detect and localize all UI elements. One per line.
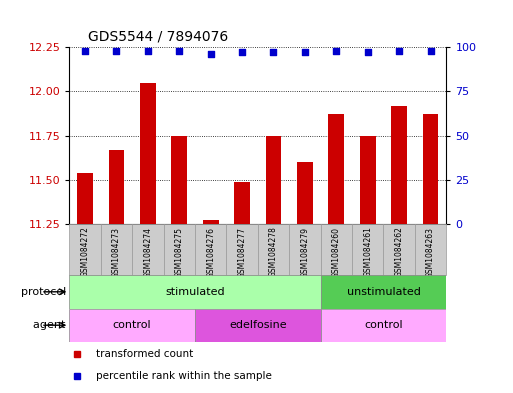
Point (144, 48, 152, 54)
Point (175, 48, 183, 54)
Text: edelfosine: edelfosine (229, 320, 287, 330)
Bar (69, 309, 195, 342)
Bar (109, 150, 124, 224)
Bar (328, 114, 344, 224)
Point (426, 48, 435, 54)
Text: unstimulated: unstimulated (346, 287, 421, 297)
Bar (258, 224, 289, 275)
Text: GSM1084273: GSM1084273 (112, 226, 121, 277)
Bar (195, 224, 226, 275)
Text: control: control (364, 320, 403, 330)
Bar (289, 224, 321, 275)
Point (364, 49, 372, 55)
Bar (101, 224, 132, 275)
Bar (164, 224, 195, 275)
Bar (77, 173, 93, 224)
Text: transformed count: transformed count (95, 349, 193, 360)
Text: GSM1084274: GSM1084274 (143, 226, 152, 277)
Text: GSM1084277: GSM1084277 (238, 226, 247, 277)
Bar (132, 224, 164, 275)
Text: GSM1084260: GSM1084260 (332, 226, 341, 277)
Point (395, 48, 403, 54)
Bar (203, 220, 219, 224)
Bar (360, 136, 376, 224)
Point (301, 49, 309, 55)
Text: protocol: protocol (21, 287, 69, 297)
Text: GDS5544 / 7894076: GDS5544 / 7894076 (88, 29, 228, 43)
Bar (321, 275, 446, 309)
Bar (297, 162, 313, 224)
Bar (423, 114, 439, 224)
Point (238, 49, 246, 55)
Point (207, 51, 215, 57)
Text: GSM1084278: GSM1084278 (269, 226, 278, 277)
Bar (321, 309, 446, 342)
Point (332, 48, 341, 54)
Bar (391, 105, 407, 224)
Bar (195, 309, 321, 342)
Text: GSM1084262: GSM1084262 (394, 226, 404, 277)
Bar (69, 275, 321, 309)
Point (81, 48, 89, 54)
Bar (171, 136, 187, 224)
Bar (352, 224, 383, 275)
Text: GSM1084276: GSM1084276 (206, 226, 215, 277)
Text: percentile rank within the sample: percentile rank within the sample (95, 371, 271, 381)
Text: GSM1084279: GSM1084279 (301, 226, 309, 277)
Text: GSM1084275: GSM1084275 (175, 226, 184, 277)
Text: GSM1084272: GSM1084272 (81, 226, 89, 277)
Bar (415, 224, 446, 275)
Bar (383, 224, 415, 275)
Bar (266, 136, 281, 224)
Point (269, 49, 278, 55)
Text: stimulated: stimulated (165, 287, 225, 297)
Text: GSM1084263: GSM1084263 (426, 226, 435, 277)
Text: GSM1084261: GSM1084261 (363, 226, 372, 277)
Bar (226, 224, 258, 275)
Bar (321, 224, 352, 275)
Bar (234, 182, 250, 224)
Point (112, 48, 121, 54)
Bar (140, 83, 155, 224)
Text: control: control (113, 320, 151, 330)
Bar (69, 224, 101, 275)
Text: agent: agent (33, 320, 69, 330)
